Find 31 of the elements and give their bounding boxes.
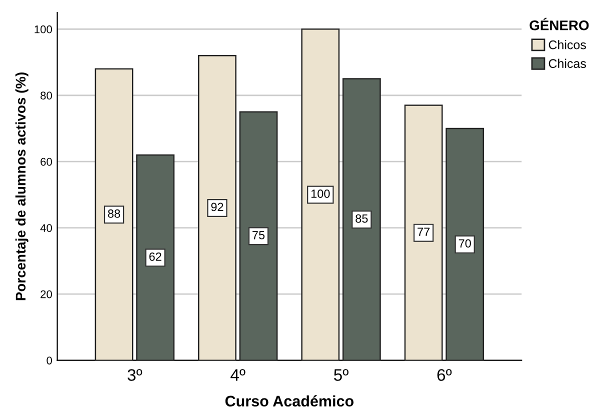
data-label: 100: [311, 190, 330, 198]
bar: [446, 128, 484, 360]
y-tick-label: 60: [40, 158, 52, 166]
x-tick-label: 5º: [334, 369, 349, 381]
bar: [301, 28, 340, 360]
legend-label: Chicos: [548, 40, 586, 50]
y-tick-label: 80: [40, 92, 52, 100]
legend-title: GÉNERO: [530, 18, 589, 30]
x-tick-label: 3º: [128, 369, 142, 381]
data-label: 62: [149, 252, 162, 261]
data-label: 70: [458, 239, 471, 248]
data-label: 77: [418, 228, 430, 236]
y-tick-label: 40: [40, 224, 52, 232]
x-tick-label: 6º: [437, 369, 452, 381]
x-tick-label: 4º: [230, 369, 246, 381]
bar: [404, 104, 443, 360]
bar: [342, 78, 381, 360]
legend-label: Chicas: [548, 58, 586, 68]
x-axis-title: Curso Académico: [225, 395, 354, 407]
y-axis-title: Porcentaje de alumnos activos (%): [15, 72, 28, 300]
bar: [94, 68, 134, 360]
y-tick-label: 100: [34, 25, 52, 34]
bar: [198, 55, 236, 360]
data-label: 75: [252, 231, 265, 240]
data-label: 88: [108, 209, 120, 218]
data-label: 92: [211, 202, 224, 212]
y-tick-label: 0: [46, 356, 52, 364]
y-tick-label: 20: [40, 290, 52, 298]
data-label: 85: [356, 214, 368, 223]
bar: [239, 111, 278, 360]
bar: [136, 154, 175, 360]
